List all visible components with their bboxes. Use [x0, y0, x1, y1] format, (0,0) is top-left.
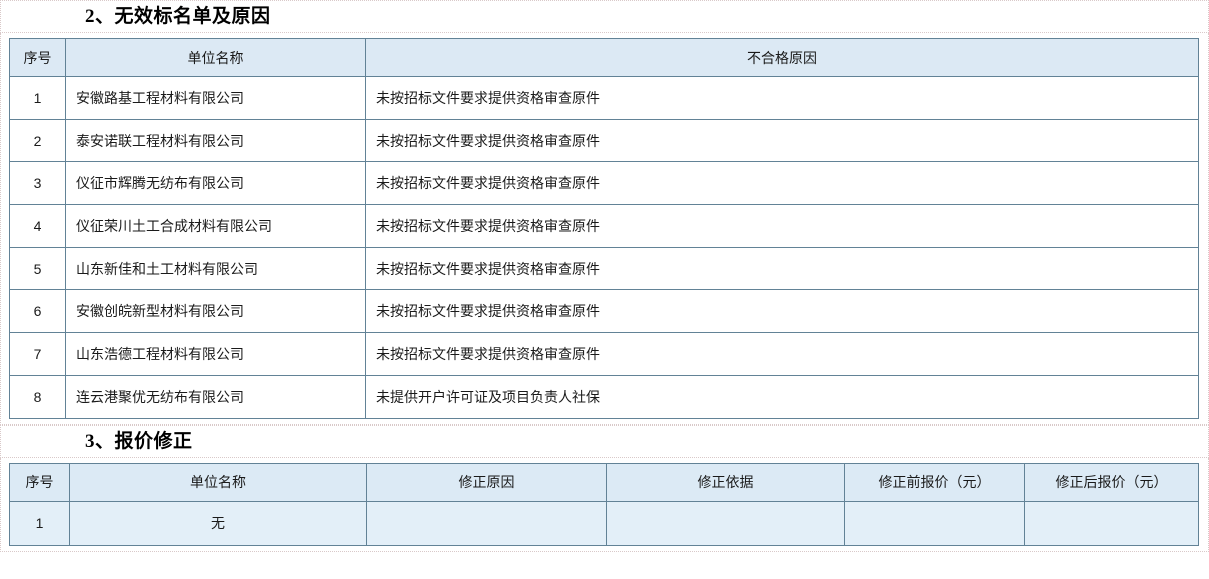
cell-price-before: [844, 500, 1025, 546]
column-header-index: 序号: [9, 38, 66, 77]
column-header-reason: 不合格原因: [365, 38, 1199, 77]
cell-reason: 未按招标文件要求提供资格审查原件: [365, 246, 1199, 291]
cell-company: 山东新佳和土工材料有限公司: [65, 246, 366, 291]
table-row: 6 安徽创皖新型材料有限公司 未按招标文件要求提供资格审查原件: [9, 289, 1199, 334]
cell-reason: 未按招标文件要求提供资格审查原件: [365, 118, 1199, 163]
price-correction-table: 序号 单位名称 修正原因 修正依据 修正前报价（元） 修正后报价（元） 1 无: [9, 462, 1199, 546]
cell-company: 无: [69, 500, 367, 546]
column-header-price-before: 修正前报价（元）: [844, 462, 1025, 502]
table-header-row: 序号 单位名称 修正原因 修正依据 修正前报价（元） 修正后报价（元）: [9, 462, 1199, 502]
cell-index: 7: [9, 332, 66, 376]
cell-index: 4: [9, 204, 66, 248]
column-header-company: 单位名称: [69, 462, 367, 502]
cell-index: 6: [9, 289, 66, 334]
column-header-index: 序号: [9, 462, 70, 502]
table-row: 8 连云港聚优无纺布有限公司 未提供开户许可证及项目负责人社保: [9, 374, 1199, 419]
table-row: 7 山东浩德工程材料有限公司 未按招标文件要求提供资格审查原件: [9, 332, 1199, 376]
section-2-title: 3、报价修正: [85, 430, 193, 452]
table-row: 1 无: [9, 500, 1199, 546]
cell-reason: 未按招标文件要求提供资格审查原件: [365, 289, 1199, 334]
column-header-company: 单位名称: [65, 38, 366, 77]
table-row: 2 泰安诺联工程材料有限公司 未按招标文件要求提供资格审查原件: [9, 118, 1199, 163]
section-1-heading-band: 2、无效标名单及原因: [0, 0, 1209, 33]
cell-reason: 未按招标文件要求提供资格审查原件: [365, 204, 1199, 248]
cell-price-after: [1024, 500, 1199, 546]
table-row: 1 安徽路基工程材料有限公司 未按招标文件要求提供资格审查原件: [9, 76, 1199, 120]
cell-reason: 未按招标文件要求提供资格审查原件: [365, 161, 1199, 206]
cell-reason: 未按招标文件要求提供资格审查原件: [365, 76, 1199, 120]
column-header-basis: 修正依据: [606, 462, 845, 502]
cell-company: 安徽创皖新型材料有限公司: [65, 289, 366, 334]
cell-company: 连云港聚优无纺布有限公司: [65, 374, 366, 419]
cell-index: 1: [9, 500, 70, 546]
section-2-heading-band: 3、报价修正: [0, 424, 1209, 458]
table-header-row: 序号 单位名称 不合格原因: [9, 38, 1199, 77]
cell-index: 1: [9, 76, 66, 120]
cell-reason: 未提供开户许可证及项目负责人社保: [365, 374, 1199, 419]
section-2-table-band: 序号 单位名称 修正原因 修正依据 修正前报价（元） 修正后报价（元） 1 无: [0, 457, 1209, 552]
cell-index: 8: [9, 374, 66, 419]
cell-company: 仪征市辉腾无纺布有限公司: [65, 161, 366, 206]
cell-company: 泰安诺联工程材料有限公司: [65, 118, 366, 163]
cell-company: 仪征荣川土工合成材料有限公司: [65, 204, 366, 248]
section-1-title: 2、无效标名单及原因: [85, 6, 271, 27]
cell-company: 山东浩德工程材料有限公司: [65, 332, 366, 376]
table-row: 3 仪征市辉腾无纺布有限公司 未按招标文件要求提供资格审查原件: [9, 161, 1199, 206]
table-row: 5 山东新佳和土工材料有限公司 未按招标文件要求提供资格审查原件: [9, 246, 1199, 291]
column-header-reason: 修正原因: [366, 462, 607, 502]
cell-reason: [366, 500, 607, 546]
cell-basis: [606, 500, 845, 546]
cell-index: 5: [9, 246, 66, 291]
invalid-bids-table: 序号 单位名称 不合格原因 1 安徽路基工程材料有限公司 未按招标文件要求提供资…: [9, 38, 1199, 419]
section-1-table-band: 序号 单位名称 不合格原因 1 安徽路基工程材料有限公司 未按招标文件要求提供资…: [0, 33, 1209, 425]
table-row: 4 仪征荣川土工合成材料有限公司 未按招标文件要求提供资格审查原件: [9, 204, 1199, 248]
column-header-price-after: 修正后报价（元）: [1024, 462, 1199, 502]
cell-index: 3: [9, 161, 66, 206]
cell-index: 2: [9, 118, 66, 163]
cell-company: 安徽路基工程材料有限公司: [65, 76, 366, 120]
cell-reason: 未按招标文件要求提供资格审查原件: [365, 332, 1199, 376]
